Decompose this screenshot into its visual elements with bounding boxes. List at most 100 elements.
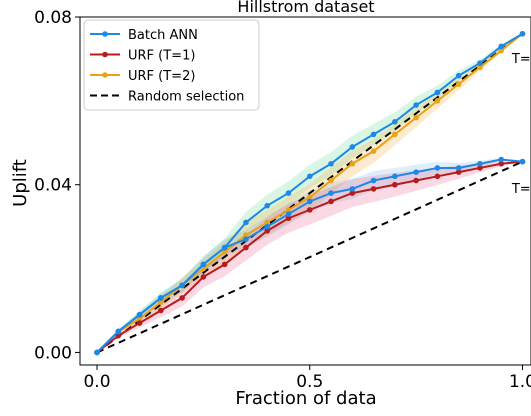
urf-t1-point [179,295,185,301]
urf-t1-point [434,173,441,180]
batch-ann-t1-point [94,349,100,356]
x-tick-label: 0.5 [296,372,323,392]
legend-label: Random selection [128,90,244,105]
urf-t2-point [306,194,313,201]
urf-t1-point [306,207,313,213]
urf-t2-point [455,81,462,87]
urf-t2-point [370,148,377,154]
urf-t2-point [328,177,334,184]
batch-ann-t2-point [455,72,462,79]
batch-ann-t1-point [115,328,122,335]
batch-ann-t1-point [285,211,292,217]
x-tick-label: 1.0 [509,372,531,392]
y-tick-label: 0.04 [34,176,72,196]
chart-title: Hillstrom dataset [237,0,374,16]
batch-ann-t1-point [200,261,207,268]
urf-t2-point [413,114,419,121]
batch-ann-t1-point [306,198,313,205]
urf-t2-point [200,265,207,272]
urf-t1-point [392,181,398,188]
urf-t1-point [349,190,356,196]
batch-ann-t1-point [392,173,398,180]
legend: Batch ANN URF (T=1) URF (T=2) Random select… [83,19,260,111]
urf-t1-point [136,320,143,326]
batch-ann-t2-point [306,173,313,180]
urf-t1-point [115,332,122,339]
urf-t1-point [370,186,377,192]
plot-area: 0.0 0.5 1.0 0.00 0.04 0.08 T=2 T=1 Batch ANN URF … [34,8,531,392]
urf-t1-point [200,274,207,280]
urf-t2-point [477,64,483,71]
batch-ann-t1-point [349,186,356,192]
urf-t2-point [264,219,271,226]
batch-ann-t1-point [264,223,271,230]
x-axis-label: Fraction of data [235,388,376,409]
legend-label: URF (T=2) [128,69,195,84]
batch-ann-t1-point [477,160,483,167]
legend-label: URF (T=1) [128,49,195,64]
batch-ann-t1-point [498,156,505,163]
urf-t2-point [158,299,164,305]
curve-annotation: T=2 [511,52,531,67]
random-selection-line-t1 [96,160,523,354]
batch-ann-t2-point [498,43,505,50]
batch-ann-t2-point [477,60,483,66]
urf-t1-point [477,165,483,171]
x-tick-label: 0.0 [83,372,110,392]
batch-ann-t1-point [455,165,462,171]
batch-ann-t1-point [370,177,377,184]
urf-t1-point [413,177,419,184]
urf-t1-point [158,307,164,314]
batch-ann-t1-point [434,165,441,171]
legend-swatch-marker [102,72,108,78]
urf-t1-point [285,215,292,222]
urf-t1-point [264,228,271,234]
urf-t2-point [221,248,228,255]
urf-t2-point [136,316,143,322]
y-axis-label: Uplift [10,159,31,207]
urf-t1-series [94,158,526,356]
batch-ann-t1-point [158,295,164,301]
legend-item: Random selection [90,90,244,105]
urf-t1-point [328,198,334,205]
batch-ann-t2-point [413,102,419,108]
batch-ann-t2-point [243,219,249,226]
batch-ann-t2-point [519,30,526,37]
y-tick-label: 0.08 [34,8,72,28]
urf-t2-point [392,131,398,138]
urf-t2-point [349,160,356,167]
legend-swatch-marker [102,31,108,37]
curve-annotation: T=1 [511,182,531,197]
legend-swatch-marker [102,51,108,58]
batch-ann-t1-point [413,169,419,175]
legend-item: URF (T=1) [90,49,195,64]
random-selection-line-t2 [96,32,524,354]
y-tick-label: 0.00 [34,343,72,363]
legend-item: Batch ANN [90,28,198,43]
urf-t2-point [285,207,292,213]
urf-t2-point [243,232,249,238]
urf-t1-point [498,160,505,167]
batch-ann-t1-point [519,158,526,165]
legend-label: Batch ANN [128,28,198,43]
batch-ann-t2-point [392,119,398,125]
batch-ann-t1-point [136,311,143,318]
urf-t2-point [498,47,505,54]
batch-ann-t1-series [94,156,526,356]
legend-item: URF (T=2) [90,69,195,84]
batch-ann-t2-point [349,144,356,150]
batch-ann-t2-point [285,190,292,196]
urf-t2-point [434,98,441,104]
batch-ann-t2-point [434,89,441,96]
legend-box [83,19,260,111]
batch-ann-t2-point [370,131,377,138]
plot-frame [79,16,531,366]
batch-ann-t2-point [264,202,271,209]
batch-ann-t1-point [221,244,228,251]
batch-ann-t1-point [328,190,334,196]
batch-ann-t1-point [179,282,185,289]
urf-t1-point [455,169,462,175]
urf-t1-point [243,244,249,251]
